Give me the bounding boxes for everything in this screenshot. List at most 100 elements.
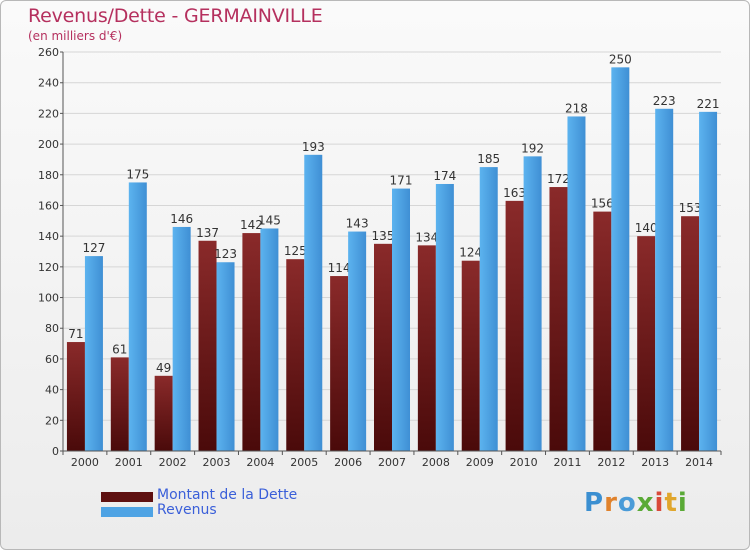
data-label-dette: 114 [328, 261, 351, 275]
legend-swatch-dette [101, 492, 153, 502]
x-tick-label: 2011 [553, 456, 581, 469]
y-tick-label: 200 [38, 138, 59, 151]
logo-letter: i [654, 488, 665, 518]
bar-revenus [348, 231, 367, 451]
x-tick-label: 2001 [115, 456, 143, 469]
data-label-revenus: 174 [433, 169, 456, 183]
bar-revenus [172, 226, 191, 451]
data-label-dette: 153 [679, 201, 702, 215]
y-tick-label: 100 [38, 292, 59, 305]
data-label-revenus: 221 [697, 97, 720, 111]
data-label-revenus: 193 [302, 140, 325, 154]
bar-dette [417, 245, 436, 451]
data-label-revenus: 185 [477, 152, 500, 166]
bar-dette [461, 260, 480, 451]
x-tick-label: 2008 [422, 456, 450, 469]
data-label-dette: 124 [459, 246, 482, 260]
logo-letter: r [604, 488, 618, 518]
data-label-dette: 137 [196, 226, 219, 240]
bar-dette [330, 276, 349, 451]
y-tick-label: 40 [45, 384, 59, 397]
chart-title: Revenus/Dette - GERMAINVILLE [28, 5, 323, 27]
legend-label-dette: Montant de la Dette [157, 487, 298, 503]
data-label-revenus: 145 [258, 213, 281, 227]
y-tick-label: 20 [45, 414, 59, 427]
y-tick-label: 160 [38, 199, 59, 212]
data-label-revenus: 218 [565, 101, 588, 115]
data-label-dette: 156 [591, 197, 614, 211]
bar-dette [505, 200, 524, 451]
chart-subtitle: (en milliers d'€) [28, 29, 123, 43]
x-axis: 2000 2001 2002 2003 2004 2005 2006 2007 2008 2009… [62, 450, 722, 469]
y-tick-label: 0 [52, 445, 59, 458]
y-axis: 0 20 40 60 80 100 120 140 160 180 200 220 240 260 [38, 46, 64, 458]
bar-dette [286, 259, 305, 451]
data-label-dette: 49 [156, 361, 171, 375]
bar-revenus [128, 182, 147, 451]
y-tick-label: 180 [38, 169, 59, 182]
x-tick-label: 2012 [597, 456, 625, 469]
data-label-dette: 61 [112, 342, 127, 356]
data-label-dette: 163 [503, 186, 526, 200]
bar-dette [681, 216, 700, 451]
bar-revenus [567, 116, 586, 451]
legend-label-revenus: Revenus [157, 502, 217, 518]
bars: 7112761175491461371231421451251931141431… [66, 52, 720, 452]
bar-revenus [523, 156, 542, 451]
x-tick-label: 2014 [685, 456, 713, 469]
data-label-dette: 135 [372, 229, 395, 243]
bar-revenus [611, 67, 630, 451]
bar-revenus [699, 111, 718, 451]
x-tick-label: 2009 [466, 456, 494, 469]
bar-revenus [84, 256, 103, 451]
x-tick-label: 2006 [334, 456, 362, 469]
x-tick-label: 2005 [290, 456, 318, 469]
data-label-revenus: 146 [170, 212, 193, 226]
x-tick-label: 2003 [203, 456, 231, 469]
logo-letter: P [584, 488, 605, 518]
data-label-revenus: 127 [82, 241, 105, 255]
logo-letter: i [677, 488, 688, 518]
bar-dette [242, 233, 261, 451]
data-label-revenus: 192 [521, 141, 544, 155]
data-label-dette: 125 [284, 244, 307, 258]
y-tick-label: 220 [38, 107, 59, 120]
bar-dette [374, 243, 392, 451]
bar-revenus [216, 262, 235, 451]
bar-revenus [655, 108, 674, 452]
bar-revenus [304, 154, 323, 452]
logo-letter: t [664, 488, 678, 518]
bar-dette [66, 342, 85, 451]
data-label-revenus: 175 [126, 167, 149, 181]
x-tick-label: 2004 [246, 456, 274, 469]
bar-dette [154, 375, 173, 451]
x-tick-label: 2010 [510, 456, 538, 469]
y-tick-label: 140 [38, 230, 59, 243]
data-label-dette: 172 [547, 172, 570, 186]
bar-dette [549, 187, 568, 452]
data-label-dette: 134 [415, 230, 438, 244]
proxiti-logo: Proxiti [584, 488, 688, 518]
data-label-dette: 142 [240, 218, 263, 232]
bar-revenus [260, 228, 279, 451]
legend-swatch-revenus [101, 507, 153, 517]
y-tick-label: 80 [45, 322, 59, 335]
y-tick-label: 60 [45, 353, 59, 366]
bar-dette [198, 240, 217, 451]
y-tick-label: 240 [38, 77, 59, 90]
data-label-dette: 71 [68, 327, 83, 341]
logo-letter: x [636, 488, 655, 518]
data-label-revenus: 123 [214, 247, 237, 261]
bar-revenus [479, 167, 498, 451]
bar-revenus [392, 188, 410, 452]
x-tick-label: 2007 [378, 456, 406, 469]
y-tick-label: 260 [38, 46, 59, 59]
y-tick-label: 120 [38, 261, 59, 274]
bar-revenus [435, 183, 454, 451]
bar-dette [637, 236, 656, 451]
x-tick-label: 2002 [159, 456, 187, 469]
data-label-dette: 140 [635, 221, 658, 235]
data-label-revenus: 223 [653, 94, 676, 108]
